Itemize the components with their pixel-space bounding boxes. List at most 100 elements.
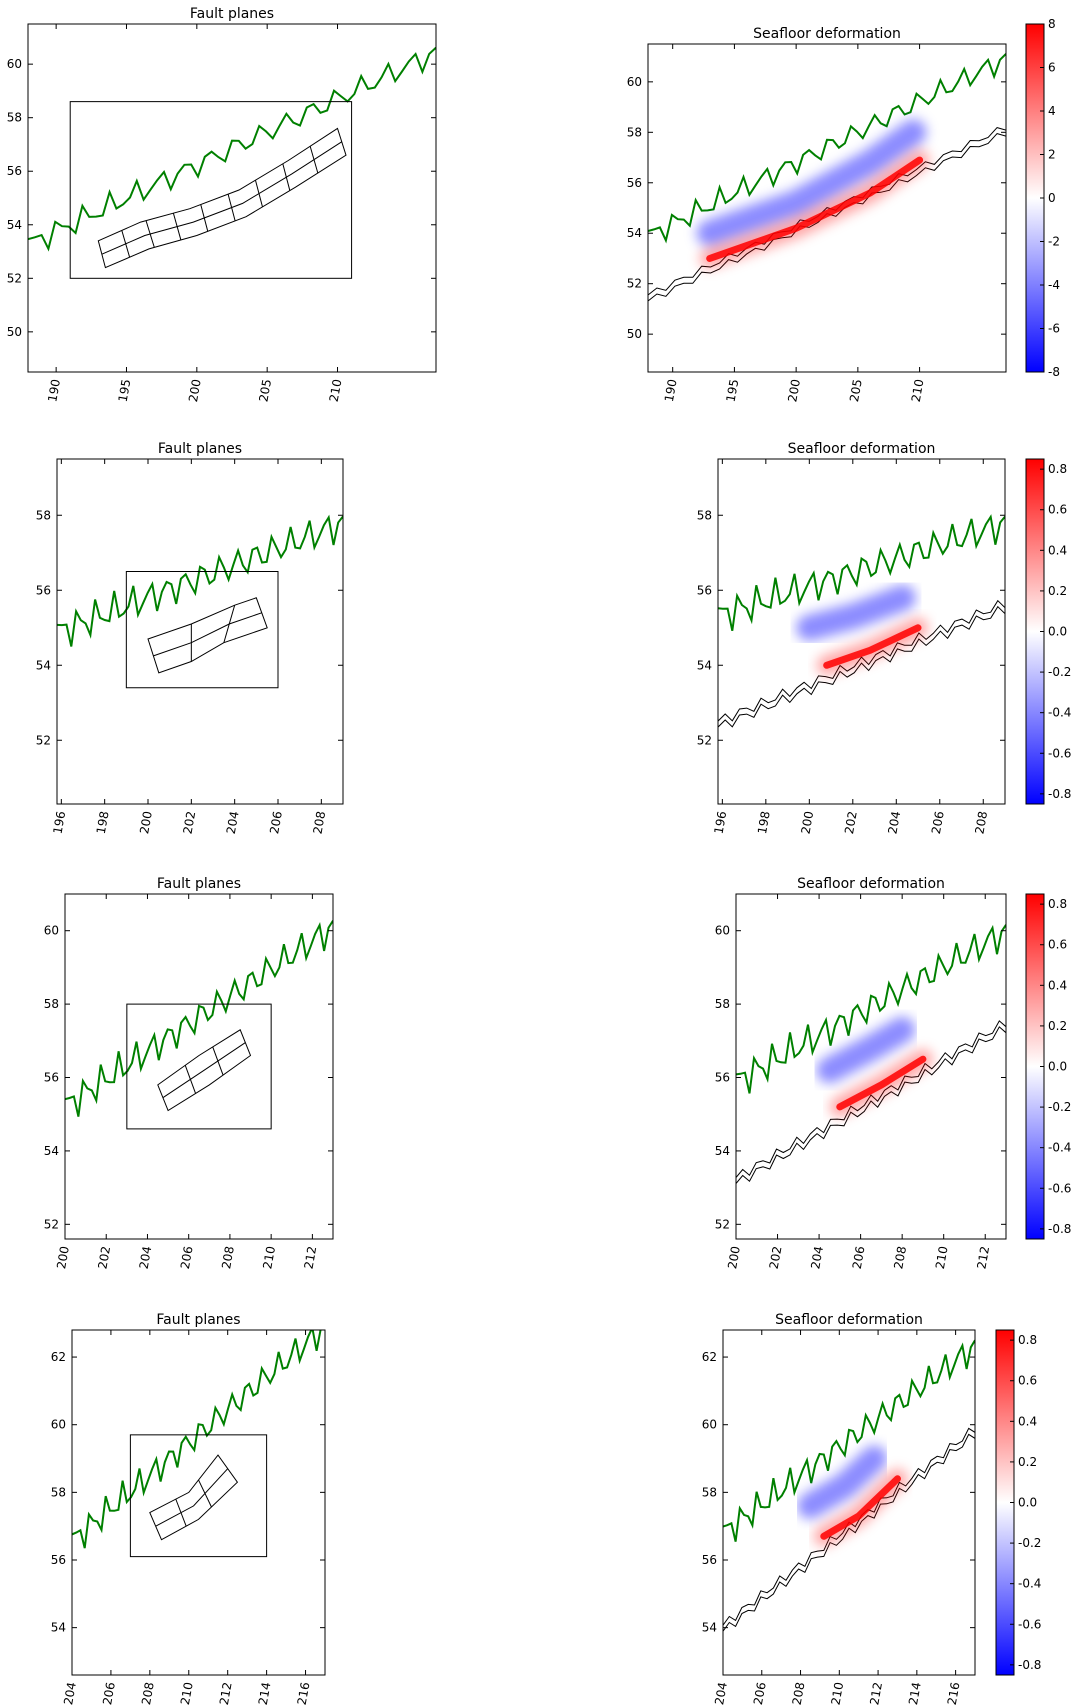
y-tick-label: 54	[697, 658, 712, 672]
plot-area	[72, 1330, 322, 1558]
x-tick-label: 202	[767, 1245, 785, 1270]
x-tick-label: 214	[906, 1681, 924, 1705]
y-tick-label: 56	[702, 1553, 717, 1567]
colorbar-tick-label: 0.4	[1048, 978, 1067, 992]
colorbar-tick-label: 0.0	[1048, 1060, 1067, 1074]
fault-strip-midline	[162, 1042, 246, 1099]
colorbar-tick-label: 0.2	[1048, 1019, 1067, 1033]
colorbar-tick-label: -0.2	[1048, 665, 1071, 679]
x-tick-label: 212	[217, 1681, 235, 1705]
x-tick-label: 210	[933, 1245, 951, 1270]
x-tick-label: 214	[256, 1681, 274, 1705]
x-tick-label: 208	[311, 810, 329, 835]
x-tick-label: 210	[828, 1681, 846, 1705]
subfault-divider	[223, 605, 236, 643]
y-tick-label: 52	[627, 277, 642, 291]
x-tick-label: 208	[139, 1681, 157, 1705]
panel-title: Seafloor deformation	[775, 1312, 923, 1328]
colorbar-tick-label: -8	[1048, 365, 1060, 379]
x-tick-label: 212	[867, 1681, 885, 1705]
y-tick-label: 60	[715, 924, 730, 938]
colorbar-tick-label: 0.6	[1048, 938, 1067, 952]
panel-title: Fault planes	[158, 441, 242, 457]
y-tick-label: 52	[36, 733, 51, 747]
axes-frame	[722, 1329, 976, 1676]
y-tick-label: 50	[627, 327, 642, 341]
x-tick-label: 198	[94, 810, 112, 835]
panel-7: Fault planes 54 56 58 60 62 204 206 208 210 212 214…	[51, 1312, 326, 1705]
x-tick-label: 210	[178, 1681, 196, 1705]
y-tick-label: 56	[715, 1071, 730, 1085]
panel-title: Fault planes	[157, 876, 241, 892]
computational-domain-box	[129, 1434, 268, 1558]
x-tick-label: 190	[45, 378, 63, 403]
colorbar-tick-label: -0.8	[1018, 1658, 1041, 1672]
colorbar-tick-label: -0.6	[1048, 1181, 1071, 1195]
y-tick-label: 54	[44, 1144, 59, 1158]
fault-strip	[157, 1029, 252, 1112]
subfault-divider	[254, 180, 263, 208]
colorbar-tick-label: -0.4	[1018, 1577, 1041, 1591]
subfault-divider	[121, 230, 131, 258]
plot-area	[28, 46, 436, 279]
x-tick-label: 210	[327, 378, 345, 403]
x-tick-label: 208	[891, 1245, 909, 1270]
x-tick-label: 204	[224, 810, 242, 835]
x-tick-label: 200	[799, 810, 817, 835]
subsidence-band	[796, 584, 916, 641]
fault-strip	[147, 597, 268, 674]
coastline	[648, 53, 1006, 244]
x-tick-label: 208	[790, 1681, 808, 1705]
y-tick-label: 56	[7, 164, 22, 178]
fault-strip	[149, 1454, 239, 1541]
axes-frame	[717, 458, 1006, 805]
x-tick-label: 208	[972, 810, 990, 835]
x-tick-label: 204	[808, 1245, 826, 1270]
plot-area	[57, 514, 343, 689]
coastline	[723, 1339, 975, 1542]
subfault-divider	[282, 163, 291, 191]
colorbar-tick-label: -4	[1048, 278, 1060, 292]
colorbar-tick-label: 0.8	[1048, 897, 1067, 911]
x-tick-label: 202	[95, 1245, 113, 1270]
colorbar-tick-label: 0.2	[1018, 1455, 1037, 1469]
x-tick-label: 190	[662, 378, 680, 403]
x-tick-label: 210	[909, 378, 927, 403]
x-tick-label: 208	[219, 1245, 237, 1270]
colorbar-tick-label: 0.4	[1018, 1414, 1037, 1428]
x-tick-label: 206	[929, 810, 947, 835]
plot-area	[736, 924, 1006, 1184]
colorbar-tick-label: 8	[1048, 17, 1056, 31]
subfault-divider	[145, 220, 155, 248]
axes-frame	[71, 1329, 326, 1676]
colorbar-tick-label: 0.0	[1048, 625, 1067, 639]
subfault-divider	[309, 146, 319, 174]
x-tick-label: 202	[842, 810, 860, 835]
y-tick-label: 54	[51, 1621, 66, 1635]
plot-area	[648, 53, 1006, 302]
colorbar-tick-label: 0.8	[1048, 462, 1067, 476]
y-tick-label: 60	[702, 1418, 717, 1432]
subfault-divider	[175, 1498, 187, 1527]
y-tick-label: 58	[36, 508, 51, 522]
y-tick-label: 52	[44, 1217, 59, 1231]
subfault-divider	[200, 204, 209, 232]
colorbar-tick-label: -0.4	[1048, 1141, 1071, 1155]
colorbar-tick-label: 0.6	[1048, 503, 1067, 517]
panel-1: Fault planes 50 52 54 56 58 60 190 195 200 205 210	[7, 6, 437, 403]
y-tick-label: 60	[627, 75, 642, 89]
axes-frame	[27, 23, 437, 373]
colorbar-tick-label: -0.2	[1048, 1100, 1071, 1114]
colorbar-tick-label: -0.2	[1018, 1536, 1041, 1550]
y-tick-label: 50	[7, 325, 22, 339]
y-tick-label: 60	[51, 1418, 66, 1432]
computational-domain-box	[125, 571, 279, 689]
y-tick-label: 60	[7, 57, 22, 71]
uplift-band	[820, 1475, 901, 1540]
y-tick-label: 62	[702, 1350, 717, 1364]
x-tick-label: 195	[116, 378, 134, 403]
coastline	[718, 514, 1005, 632]
x-tick-label: 204	[61, 1681, 79, 1705]
subfault-divider	[172, 213, 182, 241]
